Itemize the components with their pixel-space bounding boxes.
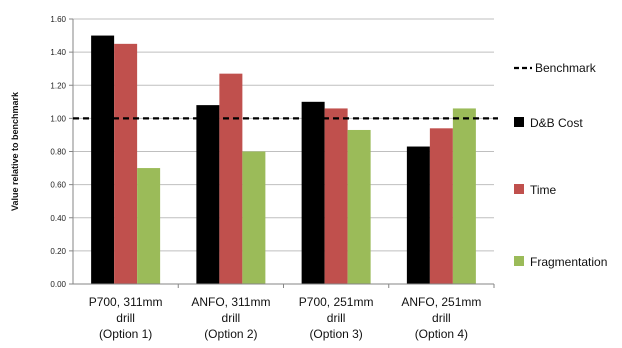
axes xyxy=(69,18,495,288)
y-axis-label: Value relative to benchmark xyxy=(10,91,20,211)
category-label: drill xyxy=(116,311,135,325)
bar xyxy=(196,105,220,284)
y-tick-label: 1.20 xyxy=(50,81,66,90)
y-ticks: 0.00 0.20 0.40 0.60 0.80 1.00 1.20 1.40 1.60 xyxy=(50,15,66,289)
category-label: (Option 4) xyxy=(415,327,468,341)
category-label: (Option 2) xyxy=(204,327,257,341)
bars xyxy=(91,35,476,284)
bar xyxy=(347,129,371,284)
category-label: drill xyxy=(327,311,346,325)
bar xyxy=(301,101,325,284)
category-label: P700, 251mm xyxy=(299,295,374,309)
y-tick-label: 1.40 xyxy=(50,48,66,57)
bar xyxy=(219,73,243,284)
legend-key xyxy=(514,184,524,194)
legend: Benchmark D&B Cost Time Fragmentation xyxy=(514,61,607,269)
legend-label: Time xyxy=(530,183,557,197)
bar xyxy=(91,35,115,284)
legend-label-benchmark: Benchmark xyxy=(535,61,597,75)
y-tick-label: 1.60 xyxy=(50,15,66,24)
category-labels: P700, 311mm drill (Option 1) ANFO, 311mm dri… xyxy=(89,295,482,341)
category-label: P700, 311mm xyxy=(89,295,163,309)
bar xyxy=(324,108,348,284)
legend-key xyxy=(514,117,524,127)
bar xyxy=(114,43,138,284)
y-tick-label: 0.80 xyxy=(50,148,66,157)
bar xyxy=(429,128,453,284)
legend-key xyxy=(514,256,524,266)
bar xyxy=(242,151,266,284)
category-label: ANFO, 251mm xyxy=(401,295,481,309)
legend-label: D&B Cost xyxy=(530,116,583,130)
category-label: drill xyxy=(222,311,241,325)
bar xyxy=(406,146,430,284)
bar xyxy=(452,108,476,284)
y-tick-label: 0.20 xyxy=(50,247,66,256)
y-tick-label: 0.00 xyxy=(50,280,66,289)
category-label: ANFO, 311mm xyxy=(191,295,270,309)
y-tick-label: 0.60 xyxy=(50,181,66,190)
legend-label: Fragmentation xyxy=(530,255,607,269)
bar xyxy=(137,168,161,284)
y-tick-label: 0.40 xyxy=(50,214,66,223)
category-label: (Option 1) xyxy=(99,327,152,341)
category-label: (Option 3) xyxy=(309,327,362,341)
category-label: drill xyxy=(432,311,451,325)
y-tick-label: 1.00 xyxy=(50,114,66,123)
